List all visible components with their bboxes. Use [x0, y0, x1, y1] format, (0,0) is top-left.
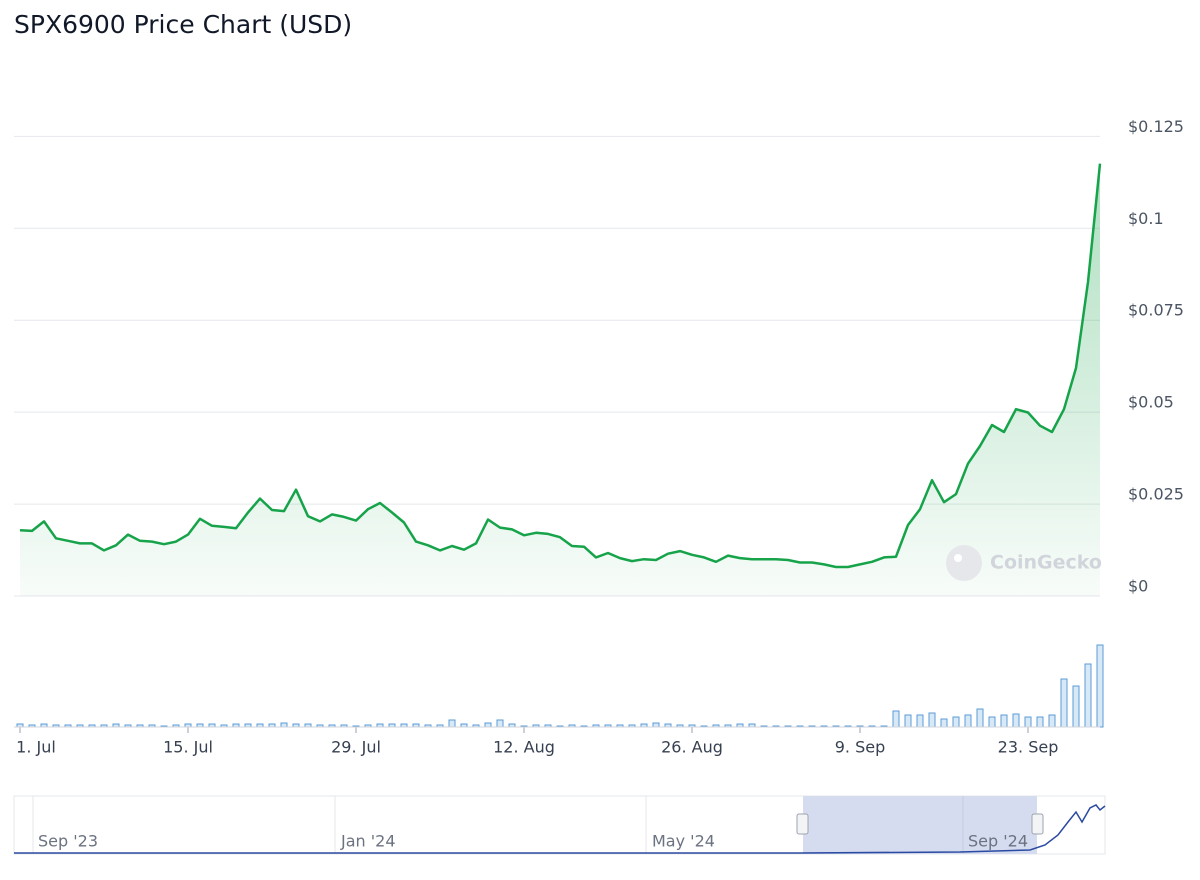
navigator[interactable]: Sep '23 Jan '24 May '24 Sep '24 — [13, 795, 1106, 855]
y-tick-label: $0.05 — [1128, 393, 1174, 412]
volume-bar — [1036, 716, 1044, 728]
navigator-handle[interactable] — [1031, 813, 1044, 835]
volume-bar — [940, 718, 948, 728]
y-tick-label: $0.1 — [1128, 209, 1164, 228]
volume-bar — [280, 722, 288, 728]
volume-bar — [916, 714, 924, 728]
volume-bar — [1000, 714, 1008, 728]
volume-bar — [964, 714, 972, 728]
volume-bar — [652, 722, 660, 728]
volume-bar — [976, 708, 984, 728]
volume-bar — [1084, 663, 1092, 728]
navigator-label: Sep '24 — [968, 832, 1028, 851]
volume-bar — [952, 716, 960, 728]
x-tick-label: 26. Aug — [661, 738, 723, 757]
navigator-label: Sep '23 — [38, 832, 98, 851]
x-tick-label: 29. Jul — [331, 738, 381, 757]
volume-bar — [1072, 685, 1080, 728]
x-tick-label: 23. Sep — [998, 738, 1059, 757]
navigator-label: May '24 — [652, 832, 715, 851]
volume-bar — [484, 722, 492, 728]
navigator-label: Jan '24 — [340, 832, 396, 851]
watermark: CoinGecko — [990, 552, 1102, 574]
volume-bar — [448, 719, 456, 728]
x-tick-label: 15. Jul — [163, 738, 213, 757]
volume-bar — [496, 719, 504, 728]
x-tick-label: 1. Jul — [16, 738, 56, 757]
volume-bar — [928, 712, 936, 728]
price-line — [19, 163, 1102, 569]
volume-bar — [1024, 716, 1032, 728]
navigator-line — [14, 804, 1106, 854]
volume-bar — [892, 710, 900, 728]
y-tick-label: $0.125 — [1128, 117, 1184, 136]
price-area — [20, 163, 1100, 596]
volume-bar — [1096, 644, 1104, 728]
navigator-handle[interactable] — [796, 813, 809, 835]
x-tick-label: 12. Aug — [493, 738, 555, 757]
y-tick-label: $0.025 — [1128, 485, 1184, 504]
y-tick-label: $0 — [1128, 577, 1148, 596]
chart-title: SPX6900 Price Chart (USD) — [14, 10, 352, 39]
volume-bar — [1048, 714, 1056, 728]
watermark-logo — [946, 545, 982, 581]
x-tick-label: 9. Sep — [835, 738, 886, 757]
volume-bar — [1060, 678, 1068, 728]
navigator-selection[interactable] — [803, 796, 1037, 854]
volume-bar — [904, 714, 912, 728]
volume-bar — [988, 716, 996, 728]
volume-bar — [1012, 713, 1020, 728]
y-tick-label: $0.075 — [1128, 301, 1184, 320]
